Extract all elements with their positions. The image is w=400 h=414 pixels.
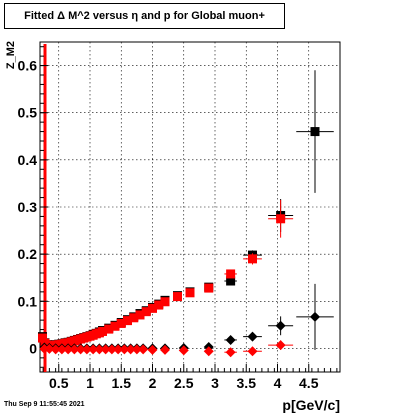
timestamp: Thu Sep 9 11:55:45 2021 [4,401,85,408]
data-point-square [310,127,320,137]
chart-title: Fitted Δ M^2 versus η and p for Global m… [4,3,285,29]
data-layer [38,70,334,358]
data-point-square [123,316,132,326]
data-point-diamond [113,344,124,355]
data-point-diamond [106,344,117,355]
data-point-diamond [275,340,286,351]
y-tick-label: 0.4 [18,152,38,168]
data-point-diamond [94,344,105,355]
data-point-diamond [81,344,92,355]
data-point-diamond [310,311,320,322]
grid-layer [40,42,340,372]
data-point-diamond [56,344,67,355]
x-tick-label: 2.5 [174,375,194,391]
data-point-square [204,283,214,293]
data-point-square [160,297,170,307]
data-point-diamond [275,320,286,331]
data-point-diamond [125,344,136,355]
data-point-square [148,303,157,313]
data-point-diamond [247,331,258,342]
data-point-diamond [75,344,86,355]
x-tick-label: 3 [211,375,219,391]
x-axis-label: p[GeV/c] [282,397,340,413]
data-point-square [38,333,47,343]
data-point-diamond [138,344,149,355]
data-point-square [135,310,145,320]
data-point-square [185,288,195,298]
data-point-diamond [69,344,80,355]
data-point-diamond [160,344,170,355]
y-tick-label: 0.1 [18,293,38,309]
y-axis-label: Z_M2 [5,41,17,69]
y-tick-label: 0.2 [18,246,38,262]
x-tick-label: 1 [86,375,94,391]
data-point-diamond [44,343,55,354]
ticks-layer: 0.5 1 1.5 2 2.5 3 3.5 4 4.5 0 0.1 0.2 0.3 0.4 0.5 0.6 [18,46,338,391]
data-point-square [141,307,151,317]
data-point-square [110,321,120,331]
data-point-diamond [225,334,236,345]
data-point-diamond [50,344,61,355]
data-point-square [226,269,236,279]
x-tick-label: 0.5 [49,375,69,391]
data-point-square [276,214,286,224]
data-point-square [104,324,114,334]
x-tick-label: 4 [274,375,282,391]
data-point-square [226,276,236,286]
data-point-square [129,313,139,323]
x-tick-label: 4.5 [299,375,319,391]
data-point-diamond [63,344,74,355]
y-tick-label: 0.3 [18,199,38,215]
y-tick-label: 0 [29,340,37,356]
data-point-square [154,300,164,310]
data-point-diamond [178,345,189,356]
data-point-diamond [225,347,236,358]
data-point-diamond [100,344,111,355]
data-point-diamond [147,344,158,355]
data-point-diamond [131,344,142,355]
data-point-diamond [119,344,130,355]
data-point-diamond [88,344,99,355]
x-tick-label: 3.5 [237,375,257,391]
data-point-square [116,318,126,328]
data-point-diamond [247,346,258,357]
data-point-square [248,254,257,264]
y-tick-label: 0.5 [18,105,38,121]
x-tick-label: 1.5 [112,375,132,391]
x-tick-label: 2 [149,375,157,391]
data-point-square [173,292,182,302]
data-point-square [98,326,107,336]
data-point-diamond [203,346,214,357]
y-tick-label: 0.6 [18,58,38,74]
